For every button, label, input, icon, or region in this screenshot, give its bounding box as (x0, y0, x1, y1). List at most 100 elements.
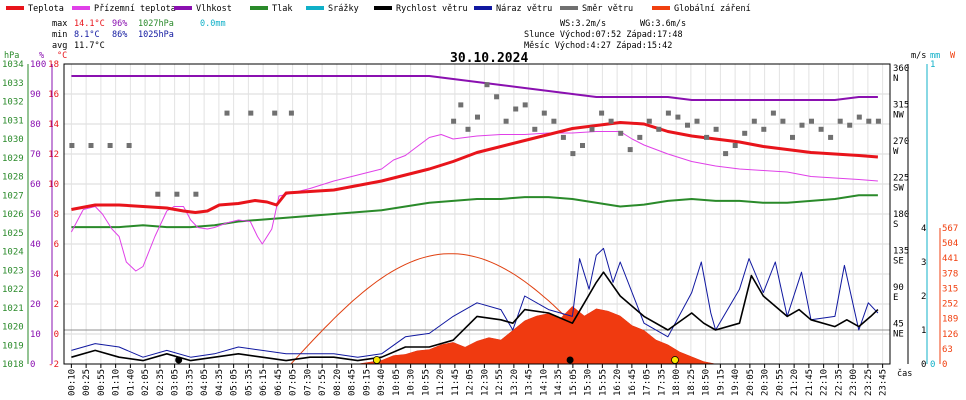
x-tick-label: 16:45 (628, 369, 638, 396)
x-tick-label: 07:05 (289, 369, 299, 396)
x-tick-label: 04:35 (215, 369, 225, 396)
legend-label: Přízemní teplota (94, 4, 176, 14)
hpa-tick-label: 1032 (2, 98, 24, 108)
dir-tick-deg: 225 (893, 174, 909, 184)
dir-tick-deg: 180 (893, 210, 909, 220)
wind-gust-line (71, 247, 879, 358)
wind-direction-point (522, 102, 528, 108)
ms-tick-label: 4 (921, 224, 926, 234)
humidity-line (71, 75, 878, 101)
legend-label: Teplota (28, 4, 64, 14)
x-tick-label: 06:15 (259, 369, 269, 396)
wind-direction-point (828, 134, 834, 140)
stat-min-label: min (52, 30, 67, 40)
temp-tick-label: 8 (54, 210, 59, 220)
left-axes: 1034103310321031103010291028102710261025… (2, 60, 59, 370)
wind-direction-point (809, 118, 814, 124)
stat-avg-temp: 11.7°C (74, 41, 105, 51)
hpa-tick-label: 1026 (2, 210, 24, 220)
pct-tick-label: 30 (30, 270, 41, 280)
x-tick-label: 07:30 (303, 369, 313, 396)
stat-min-temp: 8.1°C (74, 30, 100, 40)
x-tick-label: 12:55 (495, 369, 505, 396)
moon-marker (175, 356, 183, 364)
legend-item-teplota: Teplota (6, 4, 64, 14)
solar-clear-sky-curve (290, 253, 611, 365)
wind-direction-point (589, 126, 595, 132)
x-tick-label: 08:20 (333, 369, 343, 396)
dir-tick-label: S (893, 220, 898, 230)
dir-tick-label: E (893, 293, 898, 303)
wind-speed-line (71, 271, 879, 362)
hpa-tick-label: 1021 (2, 304, 24, 314)
wind-direction-point (541, 110, 547, 116)
x-tick-label: 18:50 (702, 369, 712, 396)
x-tick-label: 22:10 (820, 369, 830, 396)
hpa-tick-label: 1018 (2, 360, 24, 370)
temp-tick-label: 4 (54, 270, 59, 280)
pct-tick-label: 60 (30, 180, 41, 190)
wind-direction-point (513, 106, 519, 112)
hpa-tick-label: 1029 (2, 154, 24, 164)
wind-direction-point (627, 147, 633, 153)
wind-direction-point (451, 118, 457, 124)
w-tick-label: 189 (942, 315, 958, 325)
temp-tick-label: -2 (48, 360, 59, 370)
temperature-line (71, 121, 879, 214)
stats-block: max 14.1°C 96% 1027hPa 0.0mm min 8.1°C 8… (52, 19, 686, 51)
x-tick-label: 09:15 (362, 369, 372, 396)
wind-direction-point (656, 126, 662, 132)
wind-direction-point (856, 114, 862, 120)
wind-direction-point (637, 134, 643, 140)
wind-direction-point (126, 143, 132, 148)
wind-direction-point (580, 143, 585, 148)
wind-direction-point (458, 102, 464, 108)
x-tick-label: 20:30 (761, 369, 771, 396)
stat-min-hum: 86% (112, 30, 127, 40)
wind-direction-point (646, 118, 652, 124)
x-tick-label: 23:00 (849, 369, 859, 396)
wind-direction-point (723, 151, 729, 157)
wind-direction-point (484, 82, 490, 88)
hpa-unit: hPa (4, 51, 19, 61)
dir-tick-deg: 270 (893, 137, 909, 147)
stat-moon: Měsíc Východ:4:27 Západ:15:42 (524, 41, 672, 51)
dir-tick-label: NE (893, 330, 904, 340)
wind-direction-point (618, 130, 624, 136)
x-tick-label: 18:25 (687, 369, 697, 396)
wind-direction-point (503, 118, 509, 124)
stat-wg: WG:3.6m/s (640, 19, 686, 29)
x-tick-label: 11:45 (451, 369, 461, 396)
x-axis: 00:10 00:25 00:55 01:10 01:40 02:05 02:35 03:05… (67, 364, 889, 396)
wind-direction-point (761, 126, 767, 132)
wind-direction-point (704, 134, 710, 140)
x-tick-label: 02:05 (141, 369, 151, 396)
chart-title: 30.10.2024 (450, 51, 528, 66)
x-tick-label: 13:45 (525, 369, 535, 396)
mm-tick-label: 0 (930, 360, 935, 370)
x-tick-label: 23:45 (879, 369, 889, 396)
right-axes: 360N315NW270W225SW180S135SE90E45NE432101… (893, 60, 958, 370)
hpa-tick-label: 1019 (2, 341, 24, 351)
x-tick-label: 16:20 (613, 369, 623, 396)
w-tick-label: 504 (942, 239, 958, 249)
x-tick-label: 20:55 (775, 369, 785, 396)
time-unit: čas (897, 368, 912, 379)
legend-item-srazky: Srážky (306, 4, 359, 14)
pct-tick-label: 20 (30, 300, 41, 310)
moon-marker (566, 356, 574, 364)
x-tick-label: 02:35 (156, 369, 166, 396)
wind-direction-point (751, 118, 757, 124)
x-tick-label: 21:20 (790, 369, 800, 396)
ms-tick-label: 1 (921, 326, 926, 336)
wind-direction-point (193, 191, 199, 197)
dir-tick-label: NW (893, 111, 904, 121)
ms-tick-label: 0 (921, 360, 926, 370)
dir-tick-label: SW (893, 184, 904, 194)
wind-direction-point (155, 191, 161, 197)
dir-tick-deg: 135 (893, 247, 909, 257)
wind-direction-point (288, 110, 294, 116)
temp-tick-label: 0 (54, 330, 59, 340)
wind-direction-point (770, 110, 776, 116)
wind-direction-point (608, 118, 614, 124)
